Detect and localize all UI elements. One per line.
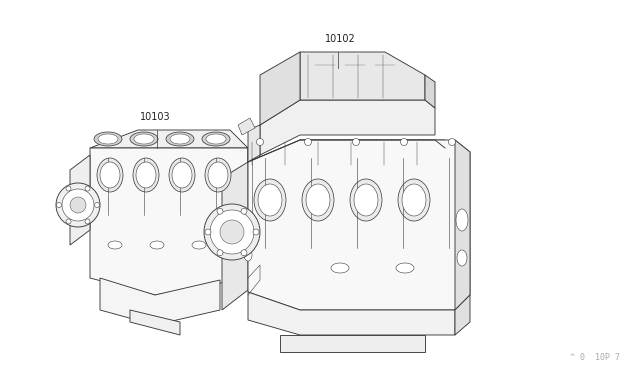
Circle shape: [220, 220, 244, 244]
Ellipse shape: [208, 162, 228, 188]
Ellipse shape: [202, 132, 230, 146]
Ellipse shape: [396, 263, 414, 273]
Circle shape: [253, 229, 259, 235]
Ellipse shape: [206, 134, 226, 144]
Circle shape: [205, 229, 211, 235]
Ellipse shape: [150, 241, 164, 249]
Text: 10103: 10103: [140, 112, 171, 122]
Polygon shape: [260, 52, 300, 125]
Circle shape: [305, 138, 312, 145]
Polygon shape: [222, 162, 248, 310]
Ellipse shape: [134, 134, 154, 144]
Ellipse shape: [97, 158, 123, 192]
Ellipse shape: [205, 158, 231, 192]
Ellipse shape: [331, 263, 349, 273]
Ellipse shape: [133, 158, 159, 192]
Circle shape: [85, 219, 90, 224]
Polygon shape: [300, 52, 425, 100]
Ellipse shape: [456, 209, 468, 231]
Ellipse shape: [170, 134, 190, 144]
Circle shape: [217, 208, 223, 214]
Ellipse shape: [402, 184, 426, 216]
Ellipse shape: [457, 250, 467, 266]
Circle shape: [62, 189, 94, 221]
Polygon shape: [248, 140, 470, 310]
Circle shape: [85, 186, 90, 191]
Circle shape: [210, 210, 254, 254]
Circle shape: [217, 250, 223, 256]
Text: ^ 0  10P 7: ^ 0 10P 7: [570, 353, 620, 362]
Polygon shape: [280, 335, 425, 352]
Polygon shape: [455, 140, 470, 310]
Circle shape: [241, 208, 247, 214]
Circle shape: [95, 202, 99, 208]
Ellipse shape: [243, 211, 253, 229]
Circle shape: [56, 202, 61, 208]
Polygon shape: [248, 138, 260, 278]
Circle shape: [66, 219, 71, 224]
Ellipse shape: [254, 179, 286, 221]
Polygon shape: [100, 278, 220, 325]
Text: 10102: 10102: [325, 34, 356, 44]
Ellipse shape: [169, 158, 195, 192]
Circle shape: [449, 138, 456, 145]
Circle shape: [241, 250, 247, 256]
Ellipse shape: [192, 241, 206, 249]
Ellipse shape: [98, 134, 118, 144]
Ellipse shape: [258, 184, 282, 216]
Ellipse shape: [108, 241, 122, 249]
Circle shape: [401, 138, 408, 145]
Polygon shape: [248, 140, 455, 200]
Circle shape: [257, 138, 264, 145]
Polygon shape: [455, 295, 470, 335]
Polygon shape: [248, 125, 260, 162]
Polygon shape: [90, 130, 248, 148]
Ellipse shape: [94, 132, 122, 146]
Ellipse shape: [136, 162, 156, 188]
Polygon shape: [260, 100, 435, 155]
Ellipse shape: [244, 249, 252, 261]
Circle shape: [66, 186, 71, 191]
Circle shape: [204, 204, 260, 260]
Ellipse shape: [172, 162, 192, 188]
Ellipse shape: [306, 184, 330, 216]
Polygon shape: [248, 292, 455, 335]
Circle shape: [56, 183, 100, 227]
Polygon shape: [238, 118, 255, 135]
Circle shape: [353, 138, 360, 145]
Polygon shape: [70, 155, 90, 245]
Ellipse shape: [302, 179, 334, 221]
Polygon shape: [90, 148, 248, 295]
Ellipse shape: [100, 162, 120, 188]
Ellipse shape: [398, 179, 430, 221]
Circle shape: [70, 197, 86, 213]
Ellipse shape: [130, 132, 158, 146]
Ellipse shape: [354, 184, 378, 216]
Ellipse shape: [166, 132, 194, 146]
Ellipse shape: [350, 179, 382, 221]
Polygon shape: [425, 75, 435, 108]
Polygon shape: [130, 310, 180, 335]
